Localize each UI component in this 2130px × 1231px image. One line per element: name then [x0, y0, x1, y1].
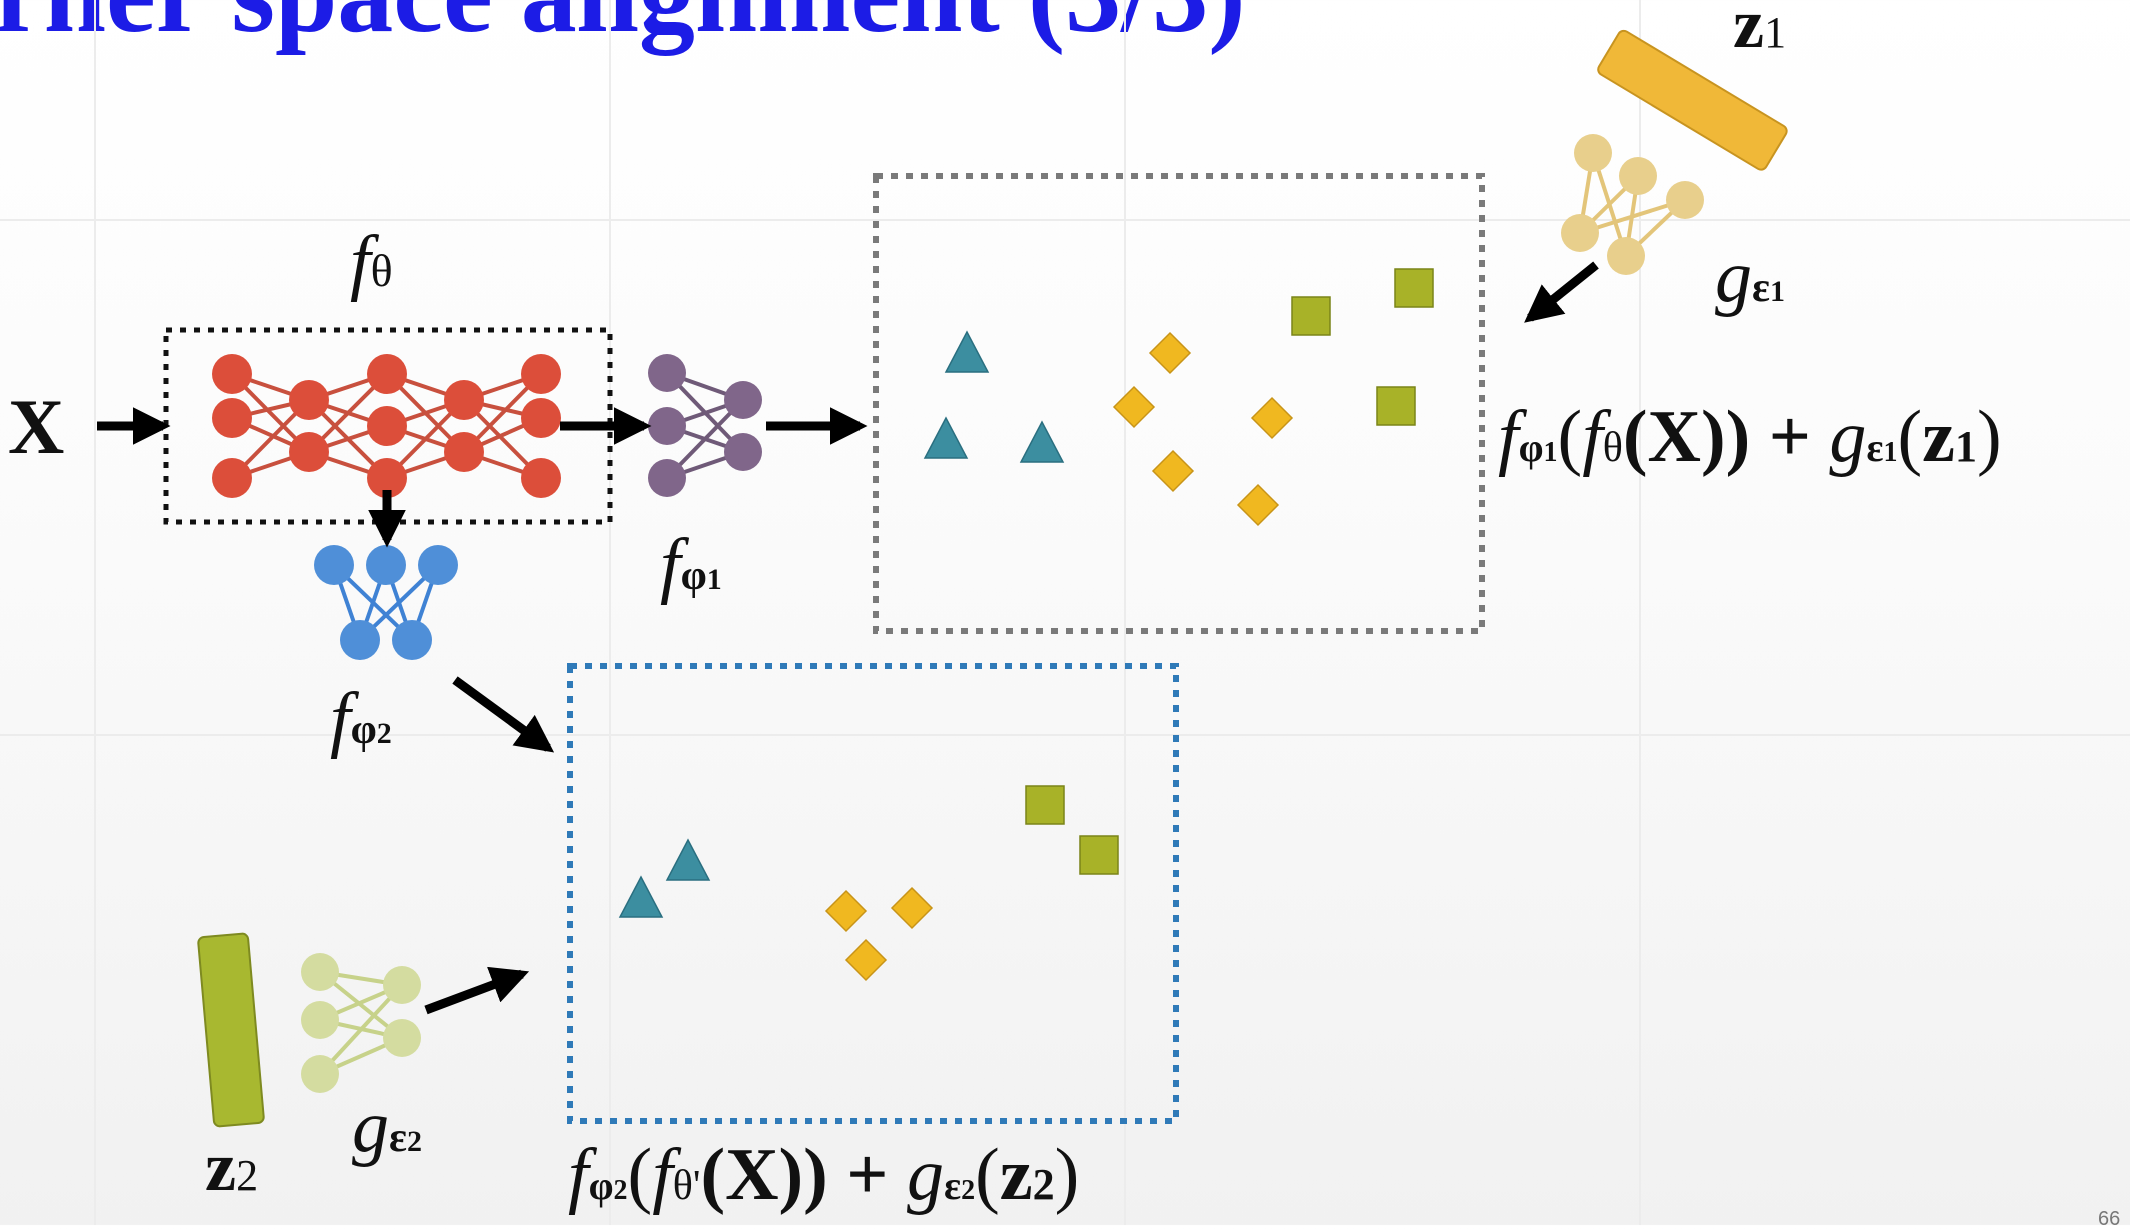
z2-label: z2 — [205, 1129, 259, 1206]
arrow-g1-to-space — [1524, 261, 1599, 323]
network-node — [301, 1055, 339, 1093]
square-point — [1376, 386, 1416, 426]
z1-label: z1 — [1733, 0, 1787, 63]
network-node — [314, 545, 354, 585]
z1-vector-bar — [1597, 29, 1788, 171]
network-node — [648, 354, 686, 392]
arrow-phi2-to-space — [452, 676, 555, 753]
head-network-phi1 — [648, 354, 762, 497]
network-node — [1561, 214, 1599, 252]
diamond-point — [1236, 483, 1280, 527]
triangle-point — [618, 875, 664, 918]
network-node — [418, 545, 458, 585]
network-node — [340, 620, 380, 660]
embedding-space-top — [873, 173, 1485, 634]
network-edge — [318, 983, 404, 1076]
network-node — [521, 354, 561, 394]
diamond-point — [844, 938, 888, 982]
diamond-point — [1250, 396, 1294, 440]
network-node — [648, 459, 686, 497]
g-network-eps2 — [301, 953, 421, 1093]
network-node — [212, 458, 252, 498]
input-x-label: X — [8, 383, 65, 470]
network-node — [1574, 134, 1612, 172]
slide-title: rner space alignment (3/3) — [0, 0, 1246, 50]
f-theta-label: fθ — [350, 221, 393, 303]
network-node — [301, 953, 339, 991]
square-point — [1079, 835, 1119, 875]
formula-top: fφ1(fθ(X)) + gε1(z1) — [1498, 396, 2002, 478]
embedding-points-bottom — [618, 785, 1119, 982]
network-node — [289, 432, 329, 472]
network-node — [392, 620, 432, 660]
network-node — [1619, 157, 1657, 195]
flow-arrows — [97, 261, 1599, 1015]
embedding-points-top — [923, 268, 1434, 527]
g-network-eps1 — [1561, 134, 1704, 275]
network-node — [1666, 181, 1704, 219]
network-node — [383, 1019, 421, 1057]
network-node — [366, 545, 406, 585]
network-node — [212, 398, 252, 438]
formula-bottom: fφ2(fθ'(X)) + gε2(z2) — [568, 1134, 1080, 1216]
diamond-point — [890, 886, 934, 930]
g-eps2-label: gε2 — [352, 1086, 422, 1168]
network-node — [212, 354, 252, 394]
embedding-space-bottom — [567, 663, 1179, 1124]
network-node — [648, 407, 686, 445]
network-node — [383, 966, 421, 1004]
triangle-point — [665, 838, 711, 881]
diamond-point — [1151, 449, 1195, 493]
network-node — [367, 354, 407, 394]
network-node — [367, 458, 407, 498]
network-node — [521, 458, 561, 498]
network-node — [724, 433, 762, 471]
network-node — [1607, 237, 1645, 275]
diamond-point — [824, 889, 868, 933]
z2-vector-bar — [197, 932, 265, 1128]
square-point — [1394, 268, 1434, 308]
network-node — [367, 406, 407, 446]
square-point — [1291, 296, 1331, 336]
encoder-network — [212, 354, 561, 498]
diamond-point — [1148, 331, 1192, 375]
triangle-point — [923, 416, 969, 459]
arrow-g2-to-space — [424, 966, 530, 1015]
square-point — [1025, 785, 1065, 825]
triangle-point — [1019, 420, 1065, 463]
network-node — [724, 381, 762, 419]
triangle-point — [944, 330, 990, 373]
network-node — [444, 432, 484, 472]
network-node — [521, 398, 561, 438]
network-node — [444, 380, 484, 420]
f-phi2-label: fφ2 — [330, 678, 392, 760]
network-node — [289, 380, 329, 420]
f-phi1-label: fφ1 — [660, 524, 722, 606]
network-node — [301, 1001, 339, 1039]
slide-page-number: 66 — [2098, 1208, 2121, 1230]
head-network-phi2 — [314, 545, 458, 660]
g-eps1-label: gε1 — [1715, 236, 1785, 318]
diamond-point — [1112, 385, 1156, 429]
